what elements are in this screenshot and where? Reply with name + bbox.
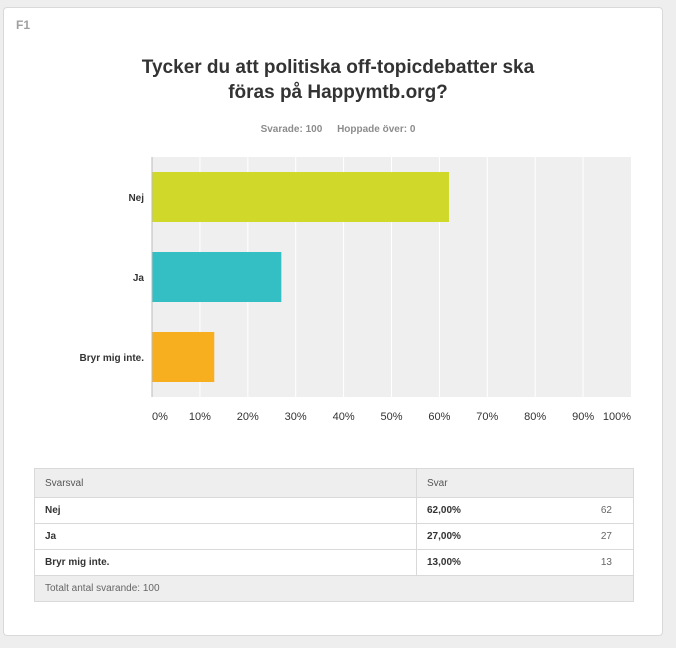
row-percent: 62,00% [416, 497, 527, 524]
row-label: Nej [34, 497, 417, 524]
bar-bryr-mig-inte [152, 332, 215, 382]
x-tick-label: 30% [285, 411, 307, 423]
x-tick-label: 0% [152, 411, 168, 423]
question-title-line-1: Tycker du att politiska off-topicdebatte… [141, 57, 535, 78]
x-tick-label: 20% [237, 411, 259, 423]
bar-ja [152, 252, 282, 302]
category-label: Ja [133, 273, 145, 284]
question-title: Tycker du att politiska off-topicdebatte… [0, 55, 676, 105]
table-row: Ja 27,00% 27 [34, 523, 634, 550]
table-row: Nej 62,00% 62 [34, 497, 634, 524]
bar-nej [152, 172, 449, 222]
x-tick-label: 100% [603, 411, 631, 423]
question-title-line-2: föras på Happymtb.org? [228, 82, 448, 103]
total-respondents: Totalt antal svarande: 100 [34, 575, 634, 602]
row-count: 62 [526, 497, 634, 524]
x-tick-label: 70% [476, 411, 498, 423]
question-number: F1 [16, 18, 31, 32]
row-percent: 27,00% [416, 523, 527, 550]
row-count: 27 [526, 523, 634, 550]
table-header-row: Svarsval Svar [34, 468, 634, 498]
skipped-count: Hoppade över: 0 [337, 124, 416, 135]
table-row: Bryr mig inte. 13,00% 13 [34, 549, 634, 576]
table-footer-row: Totalt antal svarande: 100 [34, 575, 634, 602]
row-percent: 13,00% [416, 549, 527, 576]
x-tick-label: 40% [333, 411, 355, 423]
row-label: Bryr mig inte. [34, 549, 417, 576]
row-count: 13 [526, 549, 634, 576]
category-label: Bryr mig inte. [80, 353, 145, 364]
header-svarsval: Svarsval [34, 468, 417, 498]
x-tick-label: 80% [524, 411, 546, 423]
results-table: Svarsval Svar Nej 62,00% 62 Ja 27,00% 27… [34, 468, 634, 602]
category-label: Nej [128, 193, 144, 204]
response-stats: Svarade: 100 Hoppade över: 0 [0, 124, 676, 135]
x-tick-label: 90% [572, 411, 594, 423]
x-tick-label: 60% [428, 411, 450, 423]
bar-chart: 0% 10% 20% 30% 40% 50% 60% 70% 80% 90% 100% Nej Ja Br… [80, 157, 631, 423]
header-svar: Svar [416, 468, 634, 498]
answered-count: Svarade: 100 [260, 124, 323, 135]
row-label: Ja [34, 523, 417, 550]
x-tick-label: 10% [189, 411, 211, 423]
x-tick-label: 50% [380, 411, 402, 423]
